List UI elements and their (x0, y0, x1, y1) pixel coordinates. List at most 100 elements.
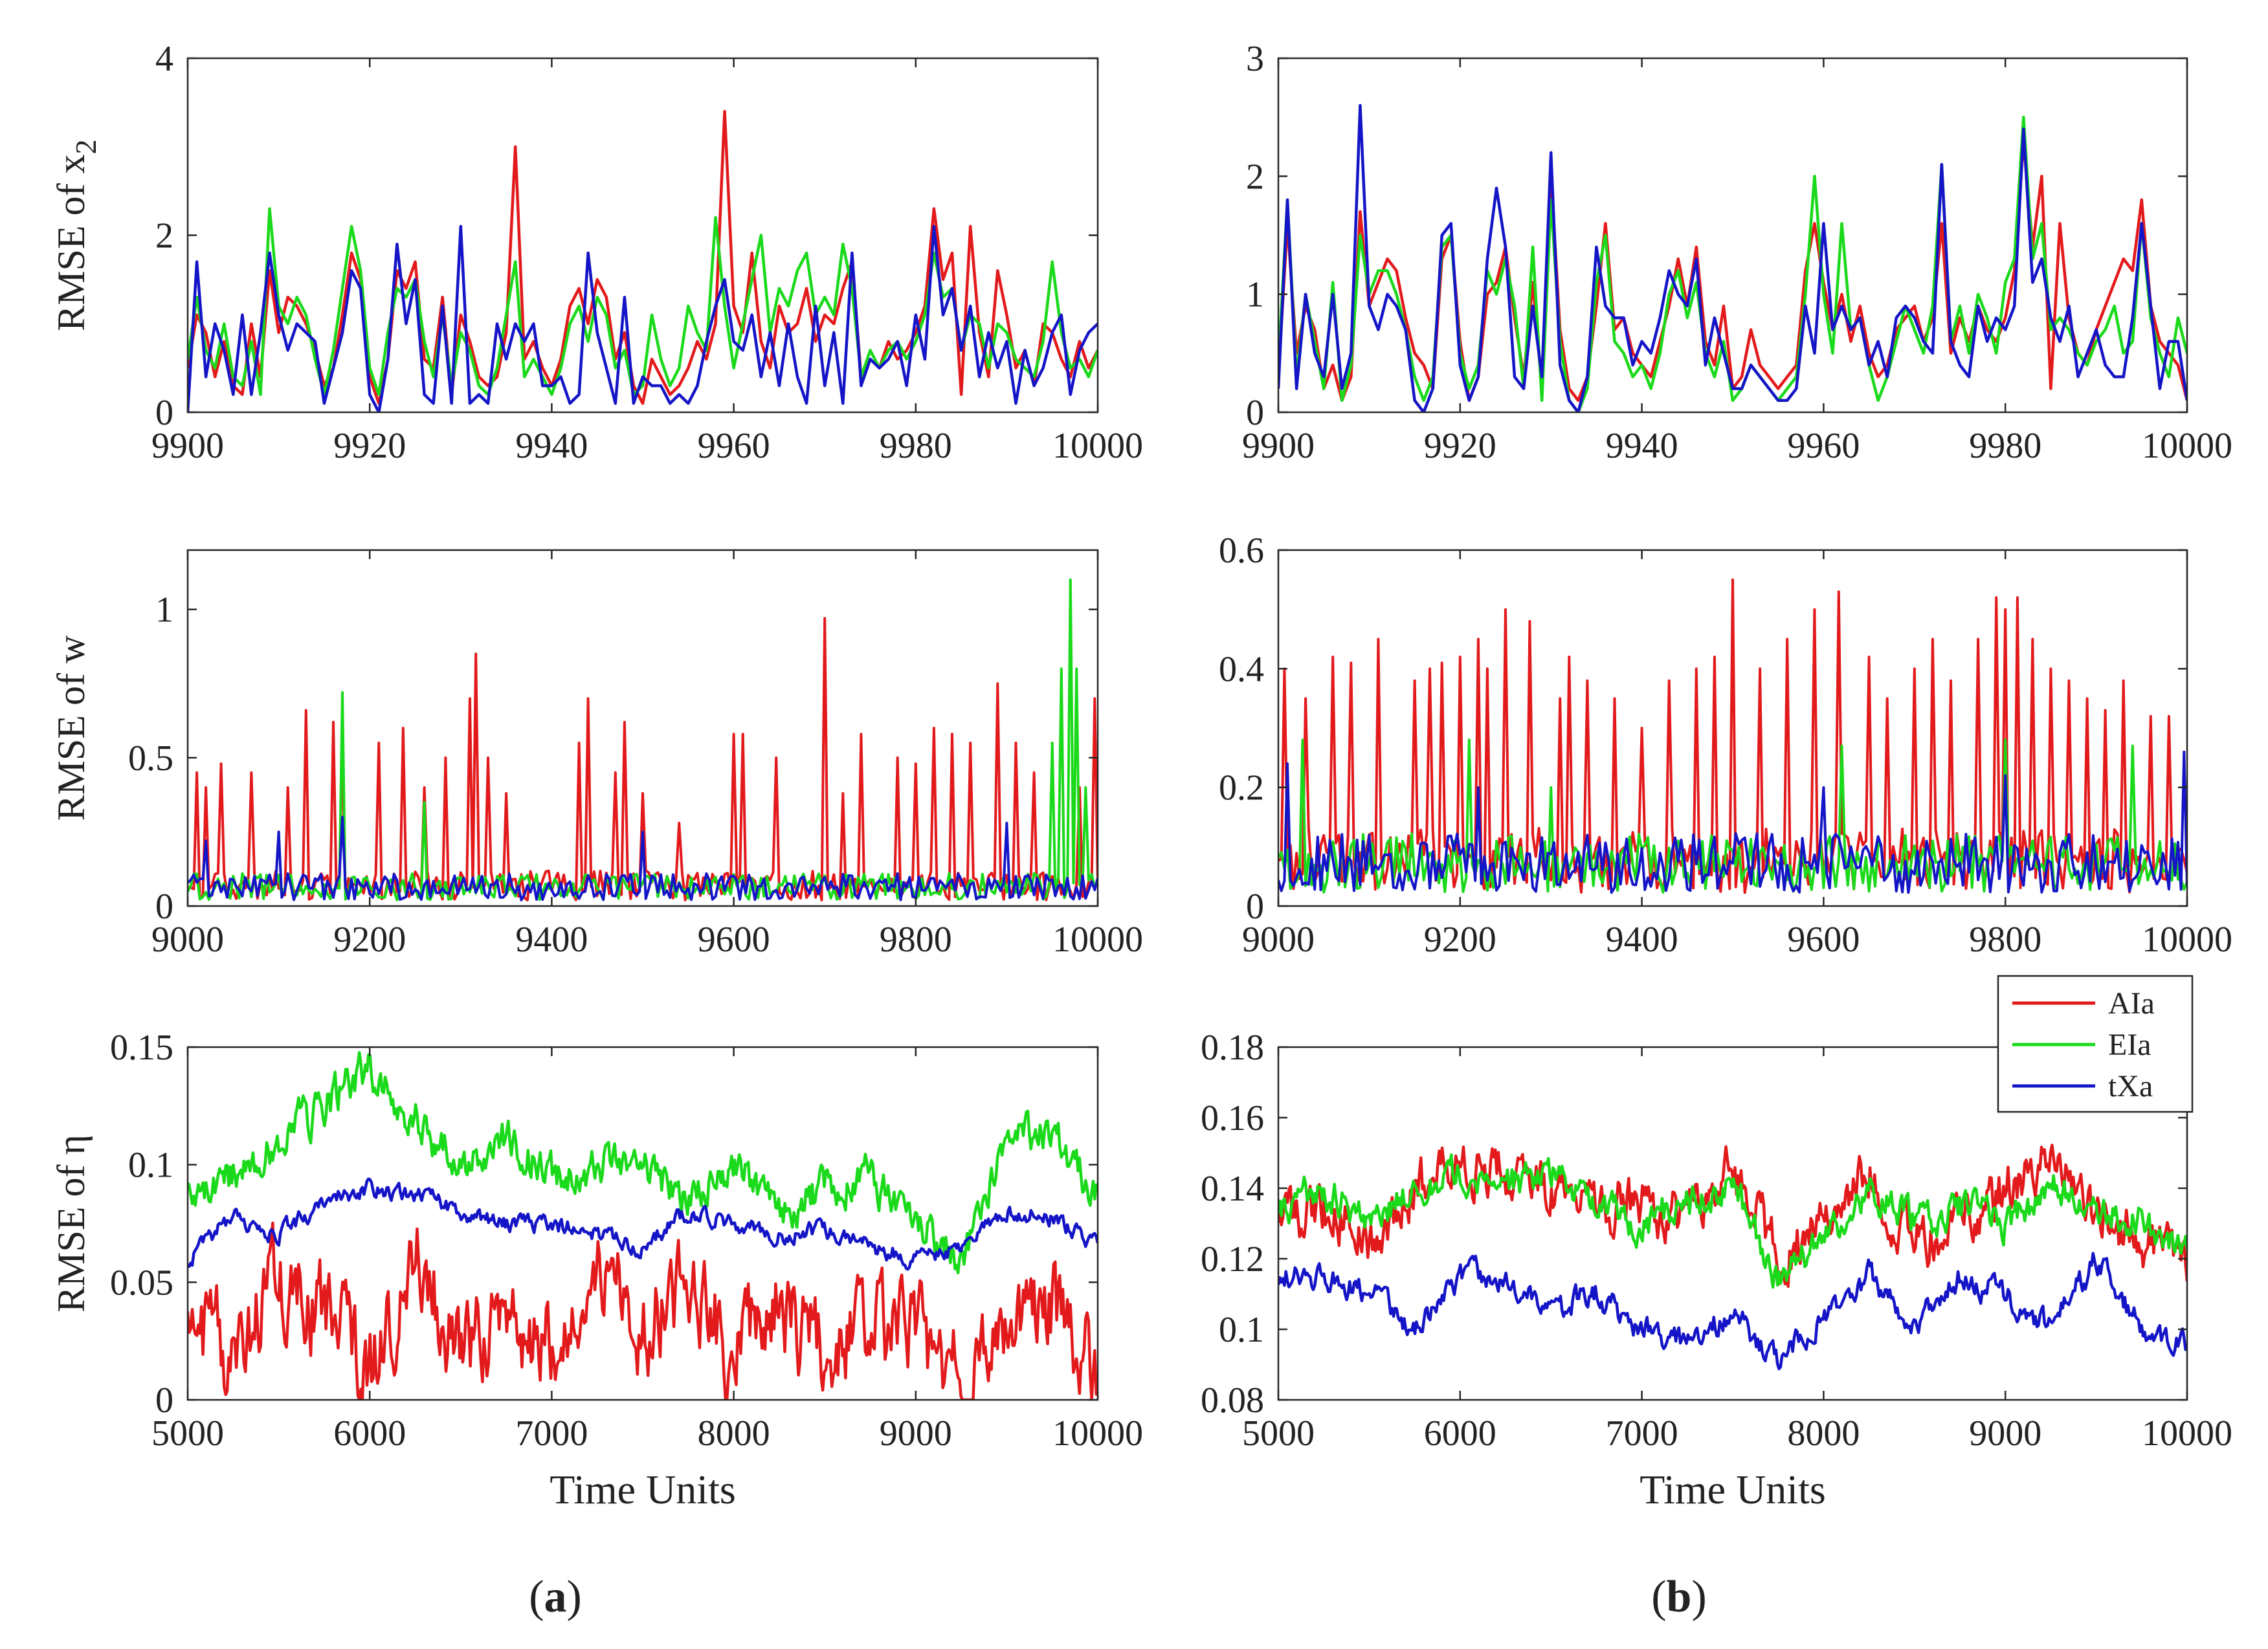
chart-b1-ytick-label: 3 (1246, 39, 1264, 79)
chart-b3-xtick-label: 7000 (1606, 1413, 1678, 1454)
chart-a3-xtick-label: 10000 (1052, 1413, 1143, 1454)
chart-b1-xtick-label: 9980 (1969, 426, 2041, 466)
chart-a1-xtick-label: 9980 (880, 426, 952, 466)
chart-b1-xtick-label: 10000 (2142, 426, 2232, 466)
chart-a1-ylabel-text: RMSE of x (50, 154, 93, 331)
chart-a2-xtick-label: 10000 (1052, 920, 1143, 960)
chart-a3-ytick-label: 0.1 (128, 1145, 173, 1186)
chart-b1-series-AIa (1278, 139, 2187, 403)
chart-b2-ytick-label: 0 (1246, 887, 1264, 927)
chart-a1-series-EIa (188, 207, 1098, 396)
chart-b3-xlabel: Time Units (1640, 1466, 1826, 1512)
chart-a3-ytick-label: 0.15 (110, 1028, 173, 1068)
chart-b2-series-tXa (1278, 750, 2187, 894)
chart-b2-xtick-label: 9000 (1242, 920, 1315, 960)
chart-b2-axes-box (1277, 549, 2188, 907)
chart-a3-series-EIa (188, 1051, 1098, 1274)
panel-label-a: (a) (529, 1572, 582, 1622)
chart-a3-ylabel-text: RMSE of η (50, 1134, 93, 1312)
chart-b2-series-EIa (1278, 738, 2187, 894)
legend-label-tXa: tXa (2108, 1069, 2153, 1103)
chart-a2-xtick-label: 9400 (515, 920, 588, 960)
chart-a2-xtick-label: 9000 (151, 920, 224, 960)
chart-b3-ytick-label: 0.14 (1201, 1169, 1264, 1209)
chart-b3-series-AIa (1278, 1144, 2187, 1289)
chart-a2-xtick-label: 9800 (880, 920, 952, 960)
chart-b1-series-EIa (1278, 115, 2187, 412)
chart-a2-xtick-label: 9200 (333, 920, 406, 960)
chart-a1-xtick-label: 9960 (698, 426, 770, 466)
chart-b3-xtick-label: 6000 (1424, 1413, 1496, 1454)
chart-b3-ytick-label: 0.12 (1201, 1239, 1264, 1279)
chart-a3-ytick-label: 0.05 (110, 1263, 173, 1303)
legend: AIa EIa tXa (1997, 975, 2194, 1113)
chart-a1-series-tXa (188, 225, 1098, 412)
chart-a1-ytick-label: 2 (155, 216, 173, 256)
chart-b2-ytick-label: 0.4 (1219, 649, 1264, 689)
chart-a3: 5000 6000 7000 8000 9000 10000 0 0.05 0.1 0.15 RMS… (50, 1028, 1143, 1512)
chart-a1-axes-box (186, 57, 1099, 414)
chart-b1-ytick-label: 1 (1246, 275, 1264, 315)
chart-a3-ylabel: RMSE of η (50, 1134, 93, 1312)
chart-a2-ytick-label: 1 (155, 590, 173, 630)
chart-a3-xtick-label: 6000 (333, 1413, 406, 1454)
chart-a3-xtick-label: 7000 (515, 1413, 588, 1454)
chart-b3-ytick-label: 0.1 (1219, 1310, 1264, 1350)
chart-a3-xtick-label: 5000 (151, 1413, 224, 1454)
chart-b2-xtick-label: 10000 (2142, 920, 2232, 960)
chart-b1-ytick-label: 2 (1246, 157, 1264, 197)
chart-a1-ytick-label: 0 (155, 393, 173, 433)
chart-b1-series (1278, 104, 2187, 412)
chart-a1-ylabel-subscript: 2 (69, 139, 102, 154)
chart-b3-series-EIa (1278, 1153, 2187, 1289)
chart-a3-series-AIa (188, 1221, 1098, 1400)
chart-a2-series (188, 578, 1098, 902)
chart-a1-series-AIa (188, 109, 1098, 405)
chart-a1-xtick-label: 10000 (1052, 426, 1143, 466)
chart-b2: 9000 9200 9400 9600 9800 10000 0 0.2 0.4 0.6 (1219, 531, 2232, 960)
chart-a1-xtick-label: 9920 (333, 426, 406, 466)
chart-a2-ytick-label: 0 (155, 887, 173, 927)
chart-a2-ylabel-text: RMSE of w (50, 635, 93, 821)
chart-a2-series-EIa (188, 578, 1098, 902)
chart-a1-xtick-label: 9940 (515, 426, 588, 466)
chart-b1-axes-box (1277, 57, 2188, 414)
chart-b2-xtick-label: 9200 (1424, 920, 1496, 960)
chart-a2: 9000 9200 9400 9600 9800 10000 0 0.5 1 RMSE of w (50, 549, 1143, 960)
chart-b3-xtick-label: 5000 (1242, 1413, 1315, 1454)
chart-a3-xlabel: Time Units (550, 1466, 736, 1512)
chart-a1-xtick-label: 9900 (151, 426, 224, 466)
chart-a1-ylabel: RMSE of x2 (50, 139, 102, 331)
chart-a3-axes-box (186, 1046, 1099, 1401)
chart-b2-ytick-label: 0.6 (1219, 531, 1264, 571)
chart-b2-series-AIa (1278, 578, 2187, 894)
chart-b2-series (1278, 578, 2187, 894)
chart-b3-xtick-label: 8000 (1787, 1413, 1860, 1454)
legend-label-AIa: AIa (2108, 986, 2155, 1021)
chart-b2-xtick-label: 9800 (1969, 920, 2041, 960)
chart-a2-xtick-label: 9600 (698, 920, 770, 960)
chart-b1-xtick-label: 9920 (1424, 426, 1496, 466)
chart-a2-series-tXa (188, 815, 1098, 902)
chart-a2-axes-box (186, 549, 1099, 907)
chart-a3-xtick-label: 8000 (698, 1413, 770, 1454)
chart-b3-axes-box (1277, 1046, 2188, 1401)
chart-b3-series (1278, 1144, 2187, 1371)
chart-a3-ytick-label: 0 (155, 1380, 173, 1421)
legend-label-EIa: EIa (2108, 1028, 2151, 1062)
chart-b3-ytick-label: 0.18 (1201, 1028, 1264, 1068)
chart-b2-xtick-label: 9600 (1787, 920, 1860, 960)
chart-a2-ylabel: RMSE of w (50, 635, 93, 821)
chart-a3-series-tXa (188, 1177, 1098, 1271)
chart-b1-series-tXa (1278, 104, 2187, 412)
chart-b1-ytick-label: 0 (1246, 393, 1264, 433)
chart-b3-series-tXa (1278, 1252, 2187, 1371)
chart-b3-xtick-label: 10000 (2142, 1413, 2232, 1454)
chart-a2-ytick-label: 0.5 (128, 738, 173, 779)
chart-b1: 9900 9920 9940 9960 9980 10000 0 1 2 3 (1242, 39, 2232, 466)
chart-a3-xtick-label: 9000 (880, 1413, 952, 1454)
chart-a3-series (188, 1051, 1098, 1400)
chart-b1-xtick-label: 9940 (1606, 426, 1678, 466)
